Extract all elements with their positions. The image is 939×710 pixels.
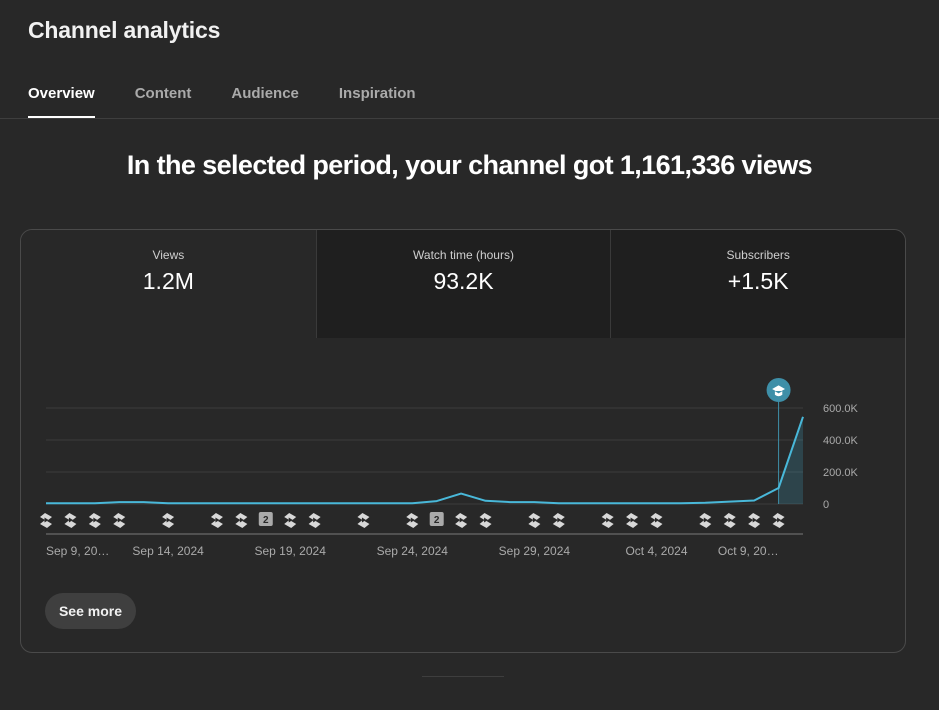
y-tick-label: 200.0K: [823, 467, 859, 479]
x-tick-label: Sep 14, 2024: [132, 544, 204, 558]
metric-label: Views: [152, 248, 185, 262]
page-title: Channel analytics: [28, 17, 221, 43]
play-icon: [313, 517, 318, 523]
play-icon: [68, 517, 73, 523]
play-icon: [630, 517, 635, 523]
play-icon: [288, 517, 293, 523]
x-tick-label: Sep 19, 2024: [254, 544, 326, 558]
highlight-area: [778, 416, 803, 504]
play-icon: [728, 517, 733, 523]
bottom-divider: [422, 676, 504, 677]
video-count-badge: [258, 512, 273, 526]
tab-inspiration[interactable]: Inspiration: [338, 85, 416, 102]
play-icon: [44, 517, 49, 523]
graduation-cap-icon: [770, 384, 787, 397]
metric-value: 1.2M: [142, 268, 194, 294]
tabs-divider: [0, 118, 939, 119]
y-tick-label: 600.0K: [823, 403, 859, 415]
play-icon: [410, 517, 415, 523]
metric-value: 93.2K: [433, 268, 494, 294]
play-icon: [215, 517, 220, 523]
play-icon: [703, 517, 708, 523]
tab-bar: Overview Content Audience Inspiration: [28, 85, 456, 119]
play-icon: [93, 517, 98, 523]
tab-audience[interactable]: Audience: [231, 85, 299, 102]
play-icon: [459, 517, 464, 523]
views-line-chart[interactable]: 600.0K 400.0K 200.0K 0 2 2 Sep 9, 20… Sep 14, 2…: [21, 230, 905, 652]
metric-subscribers[interactable]: Subscribers +1.5K: [610, 230, 905, 338]
see-more-button[interactable]: See more: [45, 593, 136, 629]
play-icon: [117, 517, 122, 523]
metric-tabs: Views 1.2M Watch time (hours) 93.2K Subs…: [21, 230, 905, 338]
x-tick-label: Sep 24, 2024: [377, 544, 449, 558]
tab-content[interactable]: Content: [134, 85, 192, 102]
analytics-card: Views 1.2M Watch time (hours) 93.2K Subs…: [20, 229, 906, 653]
play-icon: [239, 517, 244, 523]
play-icon: [654, 517, 659, 523]
metric-label: Watch time (hours): [413, 248, 514, 262]
x-tick-label: Oct 9, 20…: [718, 544, 779, 558]
video-count-label: 2: [434, 515, 440, 526]
metric-watch-time[interactable]: Watch time (hours) 93.2K: [315, 230, 611, 338]
x-tick-label: Oct 4, 2024: [625, 544, 687, 558]
metric-label: Subscribers: [726, 248, 790, 262]
play-icon: [557, 517, 562, 523]
video-count-badge: [429, 512, 444, 526]
play-icon: [166, 517, 171, 523]
video-count-label: 2: [263, 515, 269, 526]
x-tick-label: Sep 9, 20…: [46, 544, 109, 558]
play-icon: [361, 517, 366, 523]
metric-value: +1.5K: [727, 268, 789, 294]
play-icon: [752, 517, 757, 523]
play-icon: [532, 517, 537, 523]
y-tick-label: 0: [823, 499, 829, 511]
summary-headline: In the selected period, your channel got…: [126, 150, 813, 180]
play-icon: [606, 517, 611, 523]
tab-overview[interactable]: Overview: [28, 85, 95, 118]
x-tick-label: Sep 29, 2024: [499, 544, 571, 558]
y-tick-label: 400.0K: [823, 435, 859, 447]
play-icon: [484, 517, 489, 523]
play-icon: [777, 517, 782, 523]
metric-views[interactable]: Views 1.2M: [21, 230, 316, 338]
series-line: [46, 416, 804, 505]
